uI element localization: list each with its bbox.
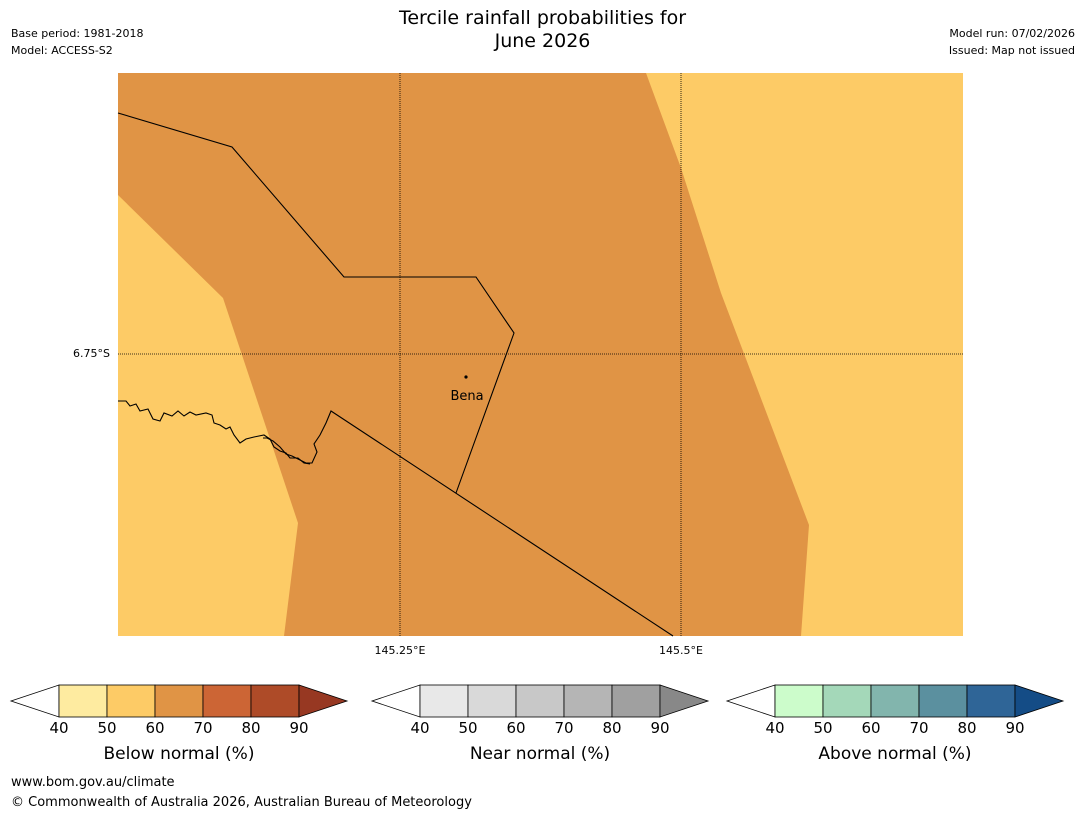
colorbar-segment-50-60 — [467, 684, 517, 718]
issued-status: Issued: Map not issued — [948, 44, 1075, 57]
colorbar-extend-high — [659, 684, 710, 718]
colorbar-tick: 60 — [506, 719, 526, 737]
colorbar-segment-60-70 — [154, 684, 204, 718]
river-line — [118, 400, 311, 465]
town-label-bena: Bena — [450, 389, 483, 404]
colorbar-segment-50-60 — [822, 684, 872, 718]
colorbar-segment-60-70 — [870, 684, 920, 718]
colorbar-tick: 60 — [145, 719, 165, 737]
colorbar-tick: 70 — [909, 719, 929, 737]
longitude-label-145-5: 145.5°E — [659, 644, 703, 657]
map-title: Tercile rainfall probabilities for June … — [0, 7, 1085, 53]
colorbar-extend-low — [9, 684, 60, 718]
colorbar-segment-70-80 — [563, 684, 613, 718]
colorbar-tick: 80 — [957, 719, 977, 737]
colorbar-label: Above normal (%) — [818, 744, 972, 764]
colorbar-segment-40-50 — [58, 684, 108, 718]
colorbar-segment-70-80 — [202, 684, 252, 718]
colorbar-tick: 40 — [765, 719, 785, 737]
footer-copyright: © Commonwealth of Australia 2026, Austra… — [11, 795, 472, 810]
colorbar-tick: 50 — [813, 719, 833, 737]
colorbar-tick: 70 — [193, 719, 213, 737]
colorbar-tick: 90 — [289, 719, 309, 737]
latitude-label: 6.75°S — [73, 347, 110, 360]
map-title-line1: Tercile rainfall probabilities for — [398, 7, 687, 29]
colorbar-tick: 50 — [97, 719, 117, 737]
colorbar-segment-70-80 — [918, 684, 968, 718]
colorbar-segment-40-50 — [419, 684, 469, 718]
colorbar-segment-80-90 — [966, 684, 1016, 718]
colorbar-tick: 50 — [458, 719, 478, 737]
province-border-north — [117, 112, 515, 494]
base-period: Base period: 1981-2018 — [11, 27, 144, 40]
model-run: Model run: 07/02/2026 — [949, 27, 1075, 40]
colorbar-tick: 80 — [602, 719, 622, 737]
colorbar-tick: 80 — [241, 719, 261, 737]
colorbar-tick: 90 — [650, 719, 670, 737]
map-title-line2: June 2026 — [494, 30, 591, 52]
colorbar-extend-high — [298, 684, 349, 718]
model-name: Model: ACCESS-S2 — [11, 44, 113, 57]
colorbar-tick: 60 — [861, 719, 881, 737]
colorbar-extend-low — [725, 684, 776, 718]
colorbar-segment-40-50 — [774, 684, 824, 718]
probability-map[interactable]: Bena — [117, 73, 963, 637]
colorbar-tick: 70 — [554, 719, 574, 737]
colorbar-segment-80-90 — [611, 684, 661, 718]
probability-band-60-70 — [118, 73, 809, 636]
colorbar-segment-80-90 — [250, 684, 300, 718]
colorbar-tick: 40 — [49, 719, 69, 737]
longitude-label-145-25: 145.25°E — [374, 644, 426, 657]
colorbar-segment-60-70 — [515, 684, 565, 718]
colorbar-segment-50-60 — [106, 684, 156, 718]
colorbar-tick: 90 — [1005, 719, 1025, 737]
footer-url: www.bom.gov.au/climate — [11, 775, 175, 790]
colorbar-extend-low — [370, 684, 421, 718]
town-marker-bena — [464, 375, 468, 379]
colorbar-extend-high — [1014, 684, 1065, 718]
colorbar-label: Below normal (%) — [103, 744, 255, 764]
colorbar-label: Near normal (%) — [469, 744, 611, 764]
colorbar-tick: 40 — [410, 719, 430, 737]
